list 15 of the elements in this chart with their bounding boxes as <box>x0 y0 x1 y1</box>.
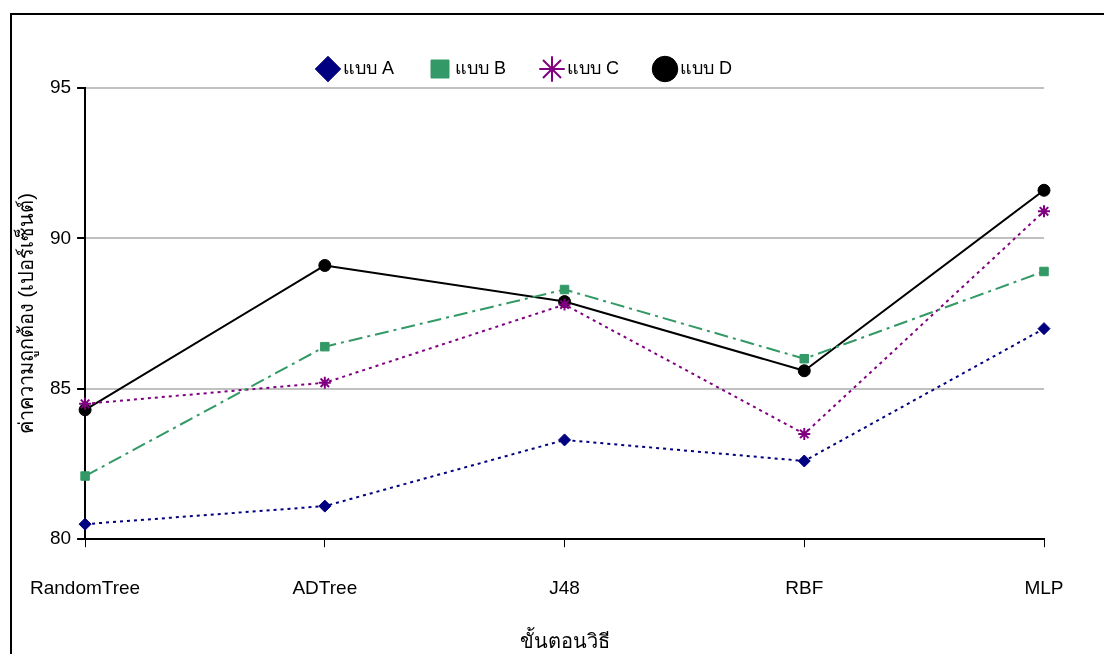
legend-label: แบบ C <box>567 57 620 78</box>
x-tick-label: J48 <box>549 576 580 598</box>
legend-label: แบบ B <box>455 57 507 78</box>
y-tick-label: 90 <box>49 226 72 248</box>
x-tick-label: RandomTree <box>30 576 141 598</box>
y-tick-label: 95 <box>49 76 72 98</box>
y-axis-title: ค่าความถูกต้อง (เปอร์เซ็นต์) <box>13 193 40 435</box>
x-tick-label: MLP <box>1024 576 1064 598</box>
y-tick-label: 80 <box>49 527 72 549</box>
y-tick-label: 85 <box>49 377 72 399</box>
legend-label: แบบ D <box>680 57 733 78</box>
legend-label: แบบ A <box>342 57 395 78</box>
x-tick-label: ADTree <box>292 576 358 598</box>
x-tick-label: RBF <box>785 576 824 598</box>
x-axis-title: ขั้นตอนวิธี <box>519 626 610 652</box>
